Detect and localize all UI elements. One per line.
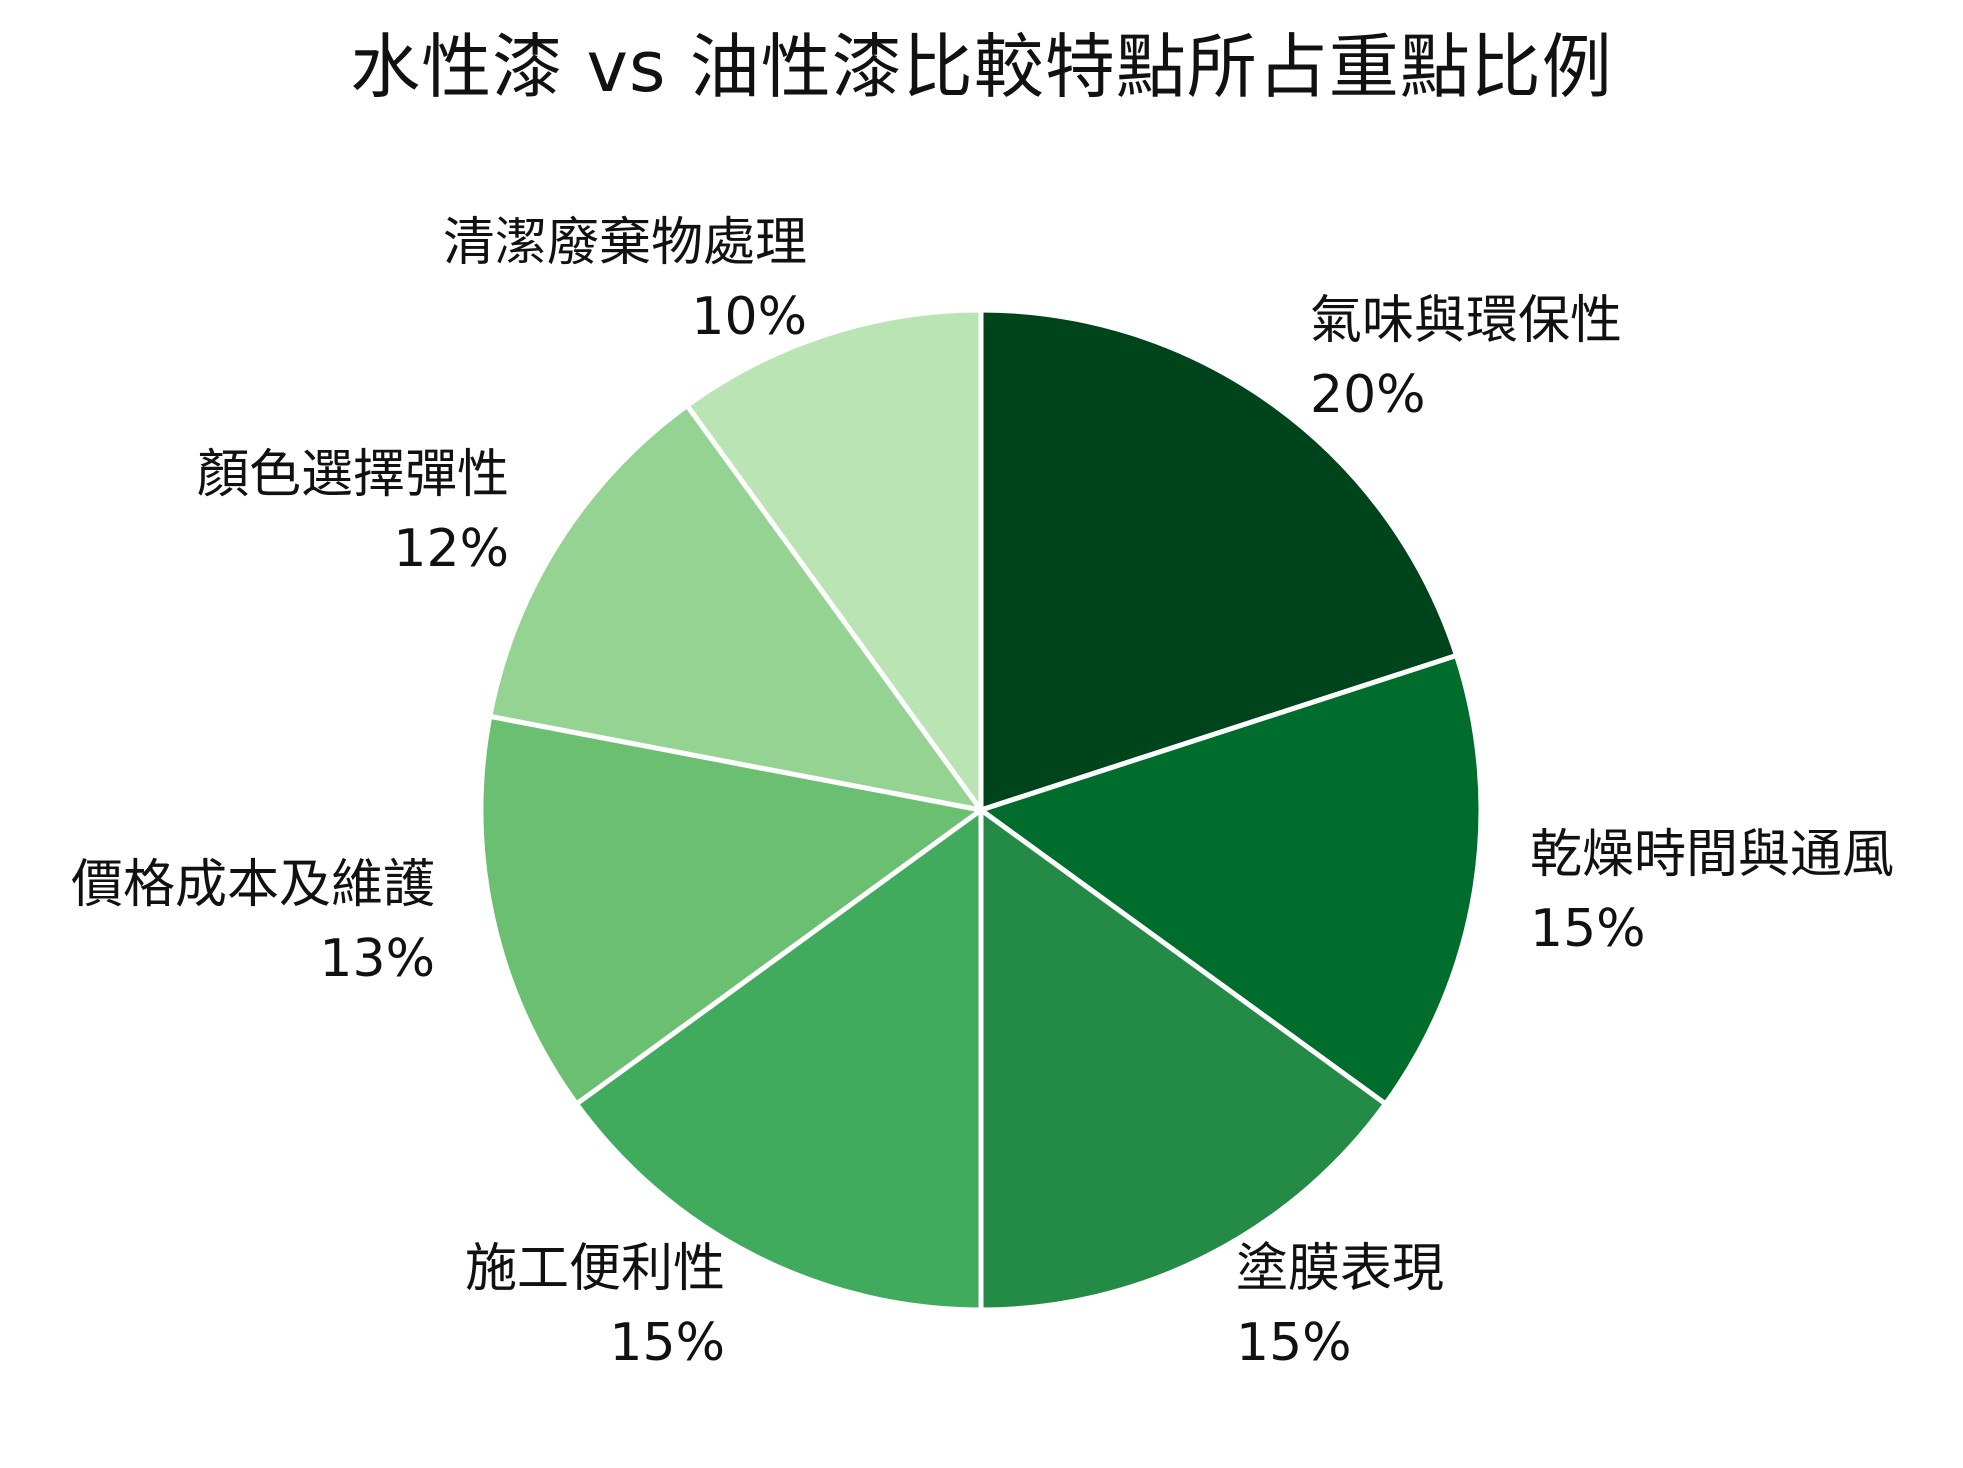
slice-name: 氣味與環保性 [1310, 291, 1623, 351]
pie-slice-odor-environment [978, 307, 1460, 813]
pie-slice-cleaning-waste [684, 307, 984, 813]
chart-title: 水性漆 vs 油性漆比較特點所占重點比例 [350, 26, 1613, 108]
slice-label-drying-ventilation: 乾燥時間與通風 15% [1530, 818, 1894, 966]
slice-percent: 12% [393, 519, 509, 579]
pie-slice-coating-performance [978, 807, 1389, 1313]
slice-label-cleaning-waste: 清潔廢棄物處理 10% [443, 206, 807, 354]
slice-name: 顏色選擇彈性 [196, 445, 509, 505]
slice-name: 乾燥時間與通風 [1530, 825, 1895, 885]
pie-slice-application-convenience [573, 807, 984, 1313]
slice-name: 價格成本及維護 [70, 855, 435, 915]
slice-label-application-convenience: 施工便利性 15% [465, 1232, 725, 1380]
slice-label-cost-maintenance: 價格成本及維護 13% [71, 848, 435, 996]
slice-name: 塗膜表現 [1236, 1239, 1445, 1299]
pie-slice-cost-maintenance [478, 713, 984, 1107]
slice-percent: 13% [319, 929, 435, 989]
slice-percent: 15% [1236, 1313, 1352, 1373]
slice-label-coating-performance: 塗膜表現 15% [1236, 1232, 1444, 1380]
slice-percent: 15% [1530, 899, 1646, 959]
pie-slice-drying-ventilation [978, 652, 1484, 1107]
slice-percent: 20% [1310, 365, 1426, 425]
slice-label-odor-environment: 氣味與環保性 20% [1310, 284, 1622, 432]
slice-label-color-flexibility: 顏色選擇彈性 12% [197, 438, 509, 586]
slice-name: 施工便利性 [464, 1239, 725, 1299]
pie-slice-color-flexibility [487, 402, 984, 813]
slice-name: 清潔廢棄物處理 [442, 213, 807, 273]
slice-percent: 10% [691, 287, 807, 347]
slice-percent: 15% [609, 1313, 725, 1373]
